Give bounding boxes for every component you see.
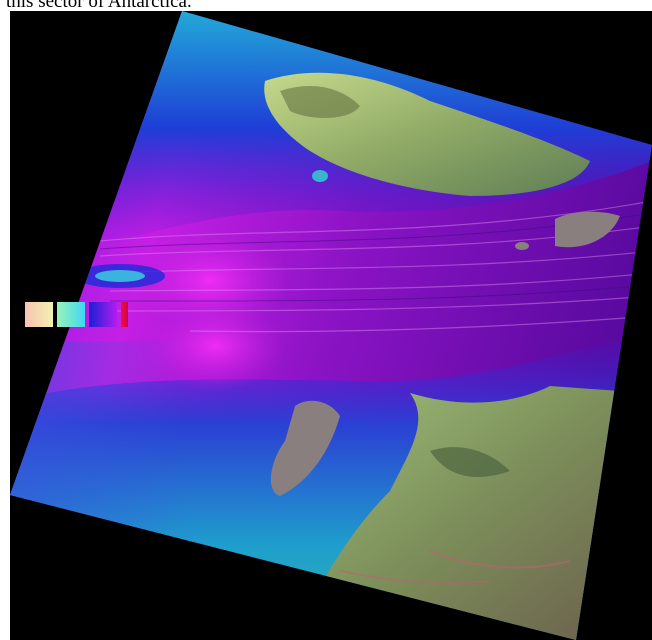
legend-swatch-3 [89,302,117,327]
legend-swatch-4 [121,302,128,327]
antarctic-velocity-map [10,11,652,640]
legend-swatch-2 [57,302,85,327]
satellite-image-frame [10,11,652,640]
caption-text: this sector of Antarctica. [6,0,192,12]
legend-swatch-1 [25,302,53,327]
color-scale-legend [25,302,129,327]
